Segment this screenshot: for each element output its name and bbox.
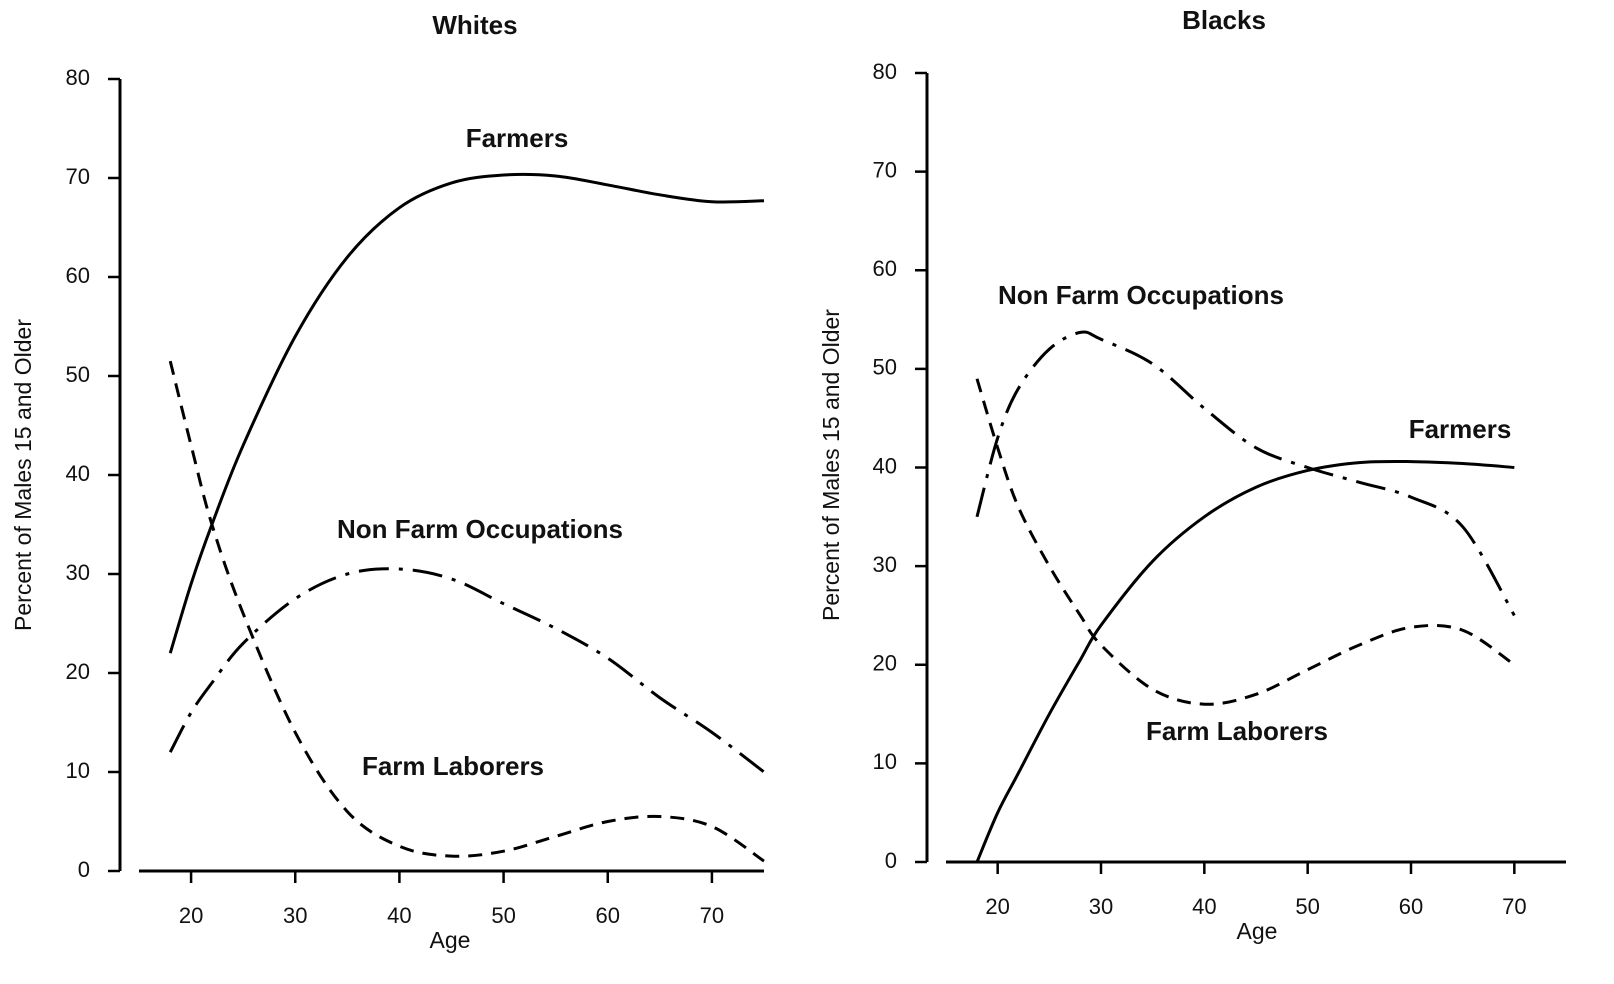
y-axis-label: Percent of Males 15 and Older — [10, 319, 36, 631]
y-tick-label: 30 — [66, 560, 90, 585]
y-tick-label: 70 — [66, 164, 90, 189]
y-tick-label: 10 — [66, 758, 90, 783]
x-tick-label: 40 — [1192, 894, 1216, 919]
x-tick-label: 30 — [283, 903, 307, 928]
x-tick-label: 50 — [491, 903, 515, 928]
y-tick-label: 40 — [66, 461, 90, 486]
x-tick-label: 20 — [179, 903, 203, 928]
x-axis-label: Age — [1237, 918, 1278, 944]
series-label: Farm Laborers — [362, 751, 544, 781]
y-tick-label: 20 — [873, 651, 897, 676]
series-label: Farmers — [1409, 414, 1512, 444]
series-line — [975, 459, 1515, 863]
series-label: Non Farm Occupations — [337, 514, 623, 544]
y-axis-label: Percent of Males 15 and Older — [818, 309, 844, 621]
y-tick-label: 0 — [885, 848, 897, 873]
x-tick-label: 70 — [1502, 894, 1526, 919]
x-tick-label: 40 — [387, 903, 411, 928]
x-tick-label: 70 — [700, 903, 724, 928]
chart-title: Blacks — [1182, 5, 1266, 35]
x-tick-label: 50 — [1295, 894, 1319, 919]
series-label: Farmers — [466, 123, 569, 153]
series-line — [975, 378, 1516, 706]
y-tick-label: 20 — [66, 659, 90, 684]
x-tick-label: 30 — [1089, 894, 1113, 919]
y-tick-label: 50 — [66, 362, 90, 387]
series-line — [168, 360, 765, 863]
x-axis-label: Age — [430, 927, 471, 953]
y-tick-label: 50 — [873, 355, 897, 380]
y-tick-label: 0 — [78, 857, 90, 882]
x-tick-label: 20 — [985, 894, 1009, 919]
y-tick-label: 60 — [66, 263, 90, 288]
y-tick-label: 60 — [873, 256, 897, 281]
x-tick-label: 60 — [1399, 894, 1423, 919]
series-label: Non Farm Occupations — [998, 280, 1284, 310]
y-tick-label: 70 — [873, 157, 897, 182]
x-tick-label: 60 — [596, 903, 620, 928]
y-tick-label: 10 — [873, 749, 897, 774]
series-line — [168, 567, 765, 774]
y-tick-label: 30 — [873, 552, 897, 577]
series-line — [168, 172, 765, 654]
series-line — [975, 330, 1516, 617]
y-tick-label: 80 — [66, 65, 90, 90]
series-label: Farm Laborers — [1146, 716, 1328, 746]
chart-title: Whites — [432, 10, 517, 40]
y-tick-label: 80 — [873, 59, 897, 84]
y-tick-label: 40 — [873, 453, 897, 478]
